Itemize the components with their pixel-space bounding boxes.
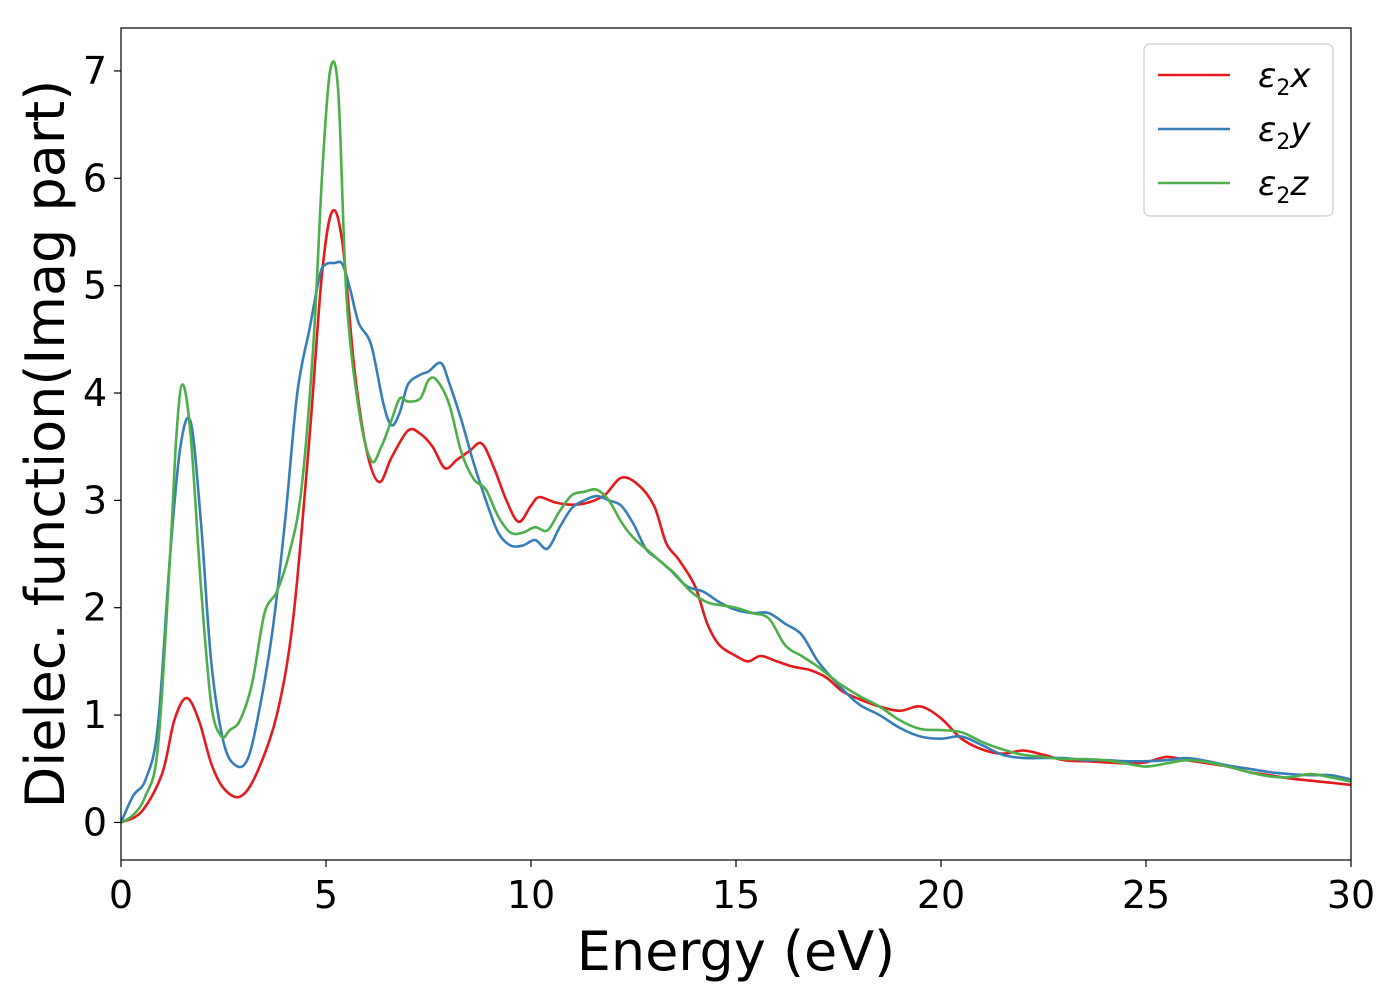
legend-label: ε2z [1258, 164, 1309, 209]
series-line-3 [121, 60, 1351, 824]
x-tick-label: 15 [712, 873, 760, 917]
legend: ε2x ε2y ε2z [1143, 43, 1334, 217]
y-tick-label: 1 [83, 693, 107, 737]
x-tick-label: 5 [314, 873, 338, 917]
x-axis-title: Energy (eV) [577, 920, 896, 983]
x-tick-label: 30 [1327, 873, 1375, 917]
x-tick-label: 0 [109, 873, 133, 917]
y-tick-label: 7 [83, 49, 107, 93]
y-tick-label: 2 [83, 586, 107, 630]
x-tick-label: 20 [917, 873, 965, 917]
y-tick-label: 6 [83, 156, 107, 200]
y-tick-label: 5 [83, 264, 107, 308]
y-tick-label: 0 [83, 800, 107, 844]
y-axis: 0 1 2 3 4 5 6 7 [83, 49, 121, 844]
series-line-1 [121, 208, 1351, 824]
x-tick-label: 10 [507, 873, 555, 917]
legend-box [1143, 43, 1334, 217]
legend-label: ε2y [1258, 110, 1311, 155]
x-tick-label: 25 [1122, 873, 1170, 917]
x-axis: 0 5 10 15 20 25 30 [109, 860, 1375, 917]
y-tick-label: 4 [83, 371, 107, 415]
series-layer [121, 60, 1351, 824]
legend-label: ε2x [1258, 56, 1311, 101]
series-line-2 [121, 260, 1351, 823]
y-tick-label: 3 [83, 478, 107, 522]
y-axis-title: Dielec. function(Imag part) [14, 80, 77, 809]
